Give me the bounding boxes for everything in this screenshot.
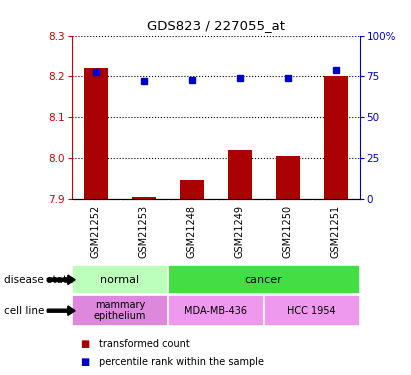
Text: disease state: disease state (4, 275, 74, 285)
Text: normal: normal (100, 275, 139, 285)
Bar (72, 265, 168, 294)
Text: ■: ■ (80, 339, 90, 349)
Text: cancer: cancer (245, 275, 283, 285)
Bar (168, 295, 264, 326)
Text: GSM21251: GSM21251 (331, 205, 341, 258)
Bar (132, 197, 156, 199)
Text: mammary
epithelium: mammary epithelium (94, 300, 146, 321)
Text: GSM21253: GSM21253 (139, 205, 149, 258)
Text: cell line: cell line (4, 306, 44, 316)
Text: GSM21249: GSM21249 (235, 205, 245, 258)
Title: GDS823 / 227055_at: GDS823 / 227055_at (147, 19, 285, 32)
Bar (180, 180, 204, 199)
Text: transformed count: transformed count (99, 339, 189, 349)
Text: GSM21250: GSM21250 (283, 205, 293, 258)
Bar (264, 295, 360, 326)
Bar (324, 76, 348, 199)
Bar (84, 68, 108, 199)
Bar (276, 156, 300, 199)
Text: percentile rank within the sample: percentile rank within the sample (99, 357, 263, 367)
Bar (228, 150, 252, 199)
Bar (168, 265, 360, 294)
Text: HCC 1954: HCC 1954 (287, 306, 336, 316)
Text: MDA-MB-436: MDA-MB-436 (184, 306, 247, 316)
Text: GSM21252: GSM21252 (91, 205, 101, 258)
Text: ■: ■ (80, 357, 90, 367)
Bar (72, 295, 168, 326)
Text: GSM21248: GSM21248 (187, 205, 197, 258)
